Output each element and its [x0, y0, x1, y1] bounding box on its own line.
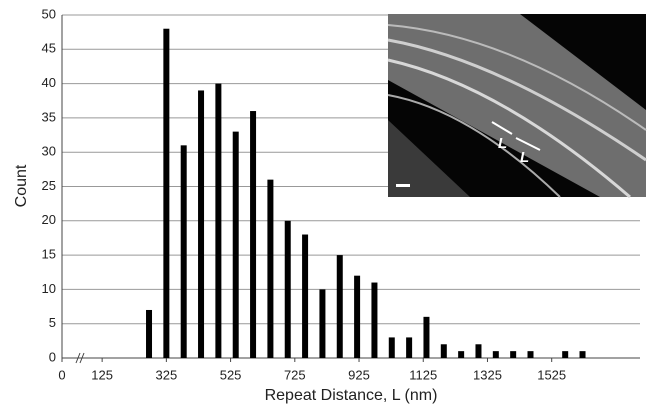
x-tick-label: 1325 [473, 367, 502, 382]
y-tick-label: 35 [42, 109, 56, 124]
inset-shadow [388, 120, 470, 197]
x-tick-label: 1525 [537, 367, 566, 382]
bar [250, 111, 257, 358]
bar [284, 220, 291, 358]
bar [232, 131, 239, 358]
bar [302, 234, 309, 358]
bar [215, 83, 222, 358]
y-tick-label: 45 [42, 41, 56, 56]
inset-ridge [387, 38, 647, 162]
x-tick-label: 725 [284, 367, 306, 382]
bar [371, 282, 378, 358]
y-tick-label: 0 [49, 349, 56, 364]
bar [406, 337, 413, 358]
x-tick-label: 525 [220, 367, 242, 382]
y-tick-label: 20 [42, 212, 56, 227]
inset-label: L [520, 149, 529, 166]
plot-area: 0 5 10 15 20 25 30 35 40 45 50 0 125 325 525 725 925 1125… [42, 6, 640, 382]
x-tick-label: 325 [156, 367, 178, 382]
x-axis-label: Repeat Distance, L (nm) [265, 387, 438, 404]
x-tick-label: 925 [348, 367, 370, 382]
inset-ridge [387, 94, 561, 198]
bar [267, 179, 274, 358]
y-axis-label: Count [13, 164, 30, 207]
bar [163, 28, 170, 358]
y-tick-label: 30 [42, 144, 56, 159]
bar [440, 344, 447, 358]
bar [146, 309, 153, 358]
inset-ridge [387, 24, 647, 131]
y-tick-label: 40 [42, 75, 56, 90]
inset-scale-bar [396, 184, 410, 187]
x-tick-label: 0 [58, 367, 65, 382]
bar [527, 351, 534, 358]
bar [579, 351, 586, 358]
bar [388, 337, 395, 358]
bar [336, 255, 343, 358]
inset-fiber [388, 14, 646, 197]
axis-break [75, 352, 85, 364]
x-tick-label: 1125 [409, 367, 437, 382]
inset-measure [491, 121, 541, 151]
bar [354, 275, 361, 358]
y-tick-label: 25 [42, 178, 56, 193]
bar [562, 351, 569, 358]
bar [423, 316, 430, 358]
x-tick-label: 125 [91, 367, 113, 382]
bar [198, 90, 205, 359]
y-tick-label: 10 [42, 281, 56, 296]
bar [510, 351, 517, 358]
y-tick-label: 15 [42, 247, 56, 262]
bar [475, 344, 482, 358]
inset-image: L L [387, 14, 647, 199]
inset-label: L [498, 135, 507, 152]
bar [180, 145, 187, 358]
bar [319, 289, 326, 358]
y-tick-label: 50 [42, 6, 56, 21]
y-tick-label: 5 [49, 315, 56, 330]
inset-ridge [387, 58, 631, 199]
bar [458, 351, 465, 358]
bar [492, 351, 499, 358]
